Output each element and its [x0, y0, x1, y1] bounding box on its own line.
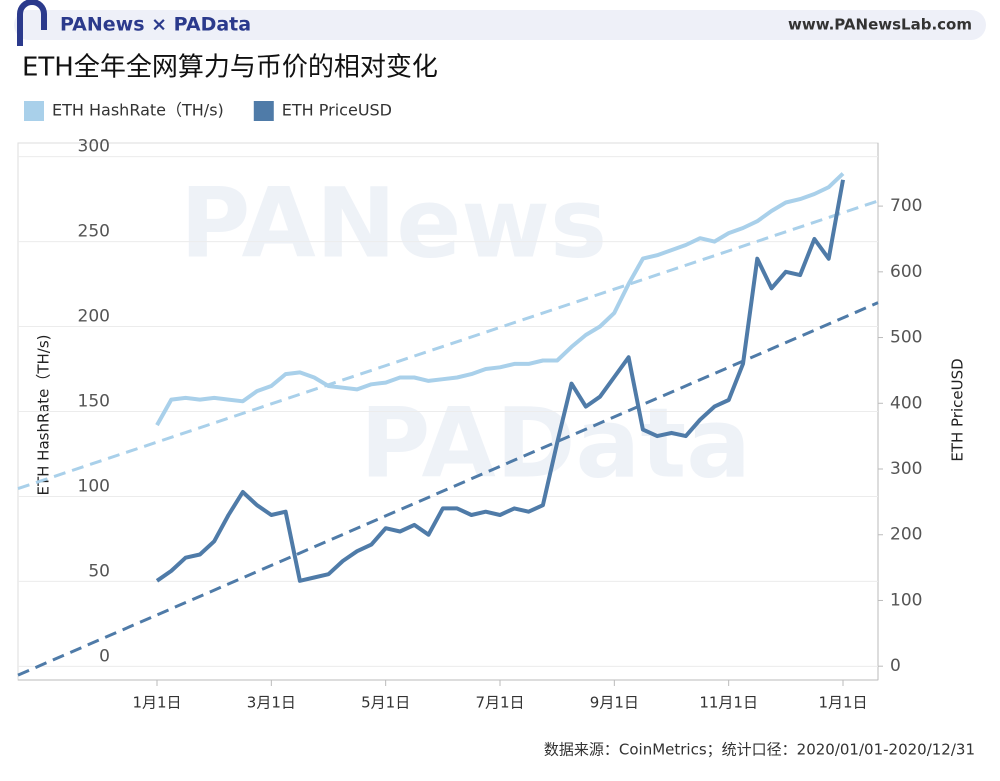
- y2-axis-label: ETH PriceUSD: [949, 358, 967, 461]
- legend-swatch: [24, 101, 44, 121]
- footnote: 数据来源：CoinMetrics；统计口径：2020/01/01-2020/12…: [544, 741, 975, 759]
- x-tick-label: 3月1日: [247, 694, 296, 712]
- x-tick-label: 5月1日: [361, 694, 410, 712]
- y2-tick-label: 100: [890, 590, 922, 610]
- series-line: [155, 172, 845, 427]
- y-tick-label: 100: [78, 476, 110, 496]
- y2-tick-label: 0: [890, 656, 901, 676]
- series-line: [155, 179, 845, 583]
- y2-tick-label: 200: [890, 525, 922, 545]
- x-tick-label: 11月1日: [699, 694, 758, 712]
- watermark: PANews: [180, 167, 607, 279]
- legend-label: ETH PriceUSD: [282, 101, 392, 120]
- legend-swatch: [253, 101, 274, 121]
- y-tick-label: 0: [99, 646, 110, 666]
- y2-tick-label: 400: [890, 393, 922, 413]
- y-tick-label: 250: [78, 222, 110, 242]
- brand: PANews × PAData: [60, 14, 251, 36]
- x-tick-label: 7月1日: [475, 694, 524, 712]
- x-tick-label: 1月1日: [132, 694, 181, 712]
- chart-title: ETH全年全网算力与币价的相对变化: [22, 53, 438, 83]
- y2-tick-label: 700: [890, 196, 922, 216]
- x-tick-label: 1月1日: [818, 694, 867, 712]
- legend-label: ETH HashRate（TH/s): [52, 101, 224, 120]
- x-tick-label: 9月1日: [590, 694, 639, 712]
- header-bar: [14, 10, 986, 40]
- y-axis-label: ETH HashRate（TH/s): [35, 334, 53, 495]
- y-tick-label: 200: [78, 307, 110, 327]
- y2-tick-label: 500: [890, 328, 922, 348]
- trend-line: [17, 301, 879, 677]
- y2-tick-label: 300: [890, 459, 922, 479]
- logo: [17, 0, 47, 46]
- y2-tick-label: 600: [890, 262, 922, 282]
- y-tick-label: 150: [78, 392, 110, 412]
- y-tick-label: 300: [78, 137, 110, 157]
- site: www.PANewsLab.com: [788, 16, 972, 34]
- y-tick-label: 50: [88, 561, 110, 581]
